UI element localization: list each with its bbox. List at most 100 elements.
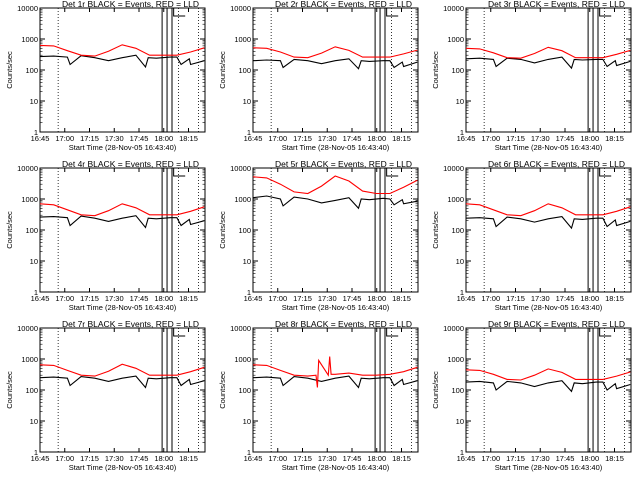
chart-svg: Det 5r BLACK = Events, RED = LLD 16:45 17:… <box>218 160 419 312</box>
detector-panel-9: Det 9r BLACK = Events, RED = LLD 16:45 17:… <box>426 320 639 480</box>
lld-line <box>252 175 418 195</box>
y-axis-label: Counts/sec <box>218 211 227 249</box>
x-tick-label: 16:45 <box>31 294 50 303</box>
x-tick-label: 18:15 <box>605 134 624 143</box>
y-tick-label: 10 <box>243 257 251 266</box>
x-tick-label: 18:15 <box>392 454 411 463</box>
y-axis-label: Counts/sec <box>431 211 440 249</box>
events-line <box>39 215 205 229</box>
y-tick-label: 10 <box>243 97 251 106</box>
y-tick-label: 100 <box>238 226 251 235</box>
lld-line <box>252 46 418 59</box>
y-tick-label: 1 <box>34 128 38 137</box>
x-tick-label: 17:30 <box>531 454 550 463</box>
x-tick-label: 17:30 <box>531 134 550 143</box>
y-tick-label: 1000 <box>21 35 38 44</box>
x-tick-label: 18:00 <box>580 294 599 303</box>
x-tick-label: 17:45 <box>556 294 575 303</box>
y-tick-label: 1 <box>460 128 464 137</box>
y-tick-label: 10000 <box>230 324 251 333</box>
events-line <box>465 380 631 393</box>
y-tick-label: 1 <box>34 288 38 297</box>
y-tick-label: 10000 <box>17 4 38 13</box>
y-tick-label: 100 <box>238 386 251 395</box>
x-tick-label: 17:45 <box>130 454 149 463</box>
corner-marker <box>173 8 186 17</box>
y-tick-label: 10 <box>456 257 464 266</box>
x-tick-label: 17:00 <box>481 134 500 143</box>
x-tick-label: 17:30 <box>105 454 124 463</box>
chart-title: Det 6r BLACK = Events, RED = LLD <box>488 160 625 169</box>
x-tick-label: 17:30 <box>105 134 124 143</box>
y-tick-label: 1 <box>247 288 251 297</box>
chart-svg: Det 8r BLACK = Events, RED = LLD 16:45 17:… <box>218 320 419 472</box>
x-tick-label: 17:00 <box>268 294 287 303</box>
y-tick-label: 100 <box>238 66 251 75</box>
x-tick-label: 16:45 <box>244 294 263 303</box>
x-tick-label: 17:00 <box>481 454 500 463</box>
x-tick-label: 18:15 <box>179 294 198 303</box>
lld-line <box>39 203 205 217</box>
x-tick-label: 17:00 <box>268 454 287 463</box>
x-tick-label: 17:45 <box>130 134 149 143</box>
x-tick-label: 16:45 <box>457 134 476 143</box>
y-tick-label: 100 <box>451 66 464 75</box>
x-tick-label: 18:15 <box>605 294 624 303</box>
x-tick-label: 16:45 <box>31 454 50 463</box>
x-axis-label: Start Time (28-Nov-05 16:43:40) <box>495 463 603 472</box>
x-tick-label: 17:30 <box>318 134 337 143</box>
lld-line <box>465 368 631 381</box>
y-axis-label: Counts/sec <box>5 51 14 89</box>
x-tick-label: 18:15 <box>605 454 624 463</box>
chart-title: Det 2r BLACK = Events, RED = LLD <box>275 0 412 9</box>
y-tick-label: 1000 <box>447 195 464 204</box>
x-tick-label: 17:00 <box>55 134 74 143</box>
plot-frame <box>465 167 632 293</box>
corner-marker <box>173 328 186 337</box>
events-line <box>465 56 631 70</box>
x-tick-label: 16:45 <box>457 454 476 463</box>
x-tick-label: 18:00 <box>154 134 173 143</box>
y-tick-label: 1000 <box>21 195 38 204</box>
chart-title: Det 3r BLACK = Events, RED = LLD <box>488 0 625 9</box>
x-tick-label: 18:00 <box>580 454 599 463</box>
x-tick-label: 17:45 <box>130 294 149 303</box>
y-tick-label: 1000 <box>447 35 464 44</box>
y-tick-label: 10000 <box>443 4 464 13</box>
plot-frame <box>252 167 419 293</box>
chart-title: Det 4r BLACK = Events, RED = LLD <box>62 160 199 169</box>
events-line <box>465 216 631 230</box>
x-tick-label: 17:15 <box>506 454 525 463</box>
x-tick-label: 17:30 <box>105 294 124 303</box>
plot-frame <box>252 327 419 453</box>
corner-marker <box>386 328 399 337</box>
plot-frame <box>39 167 206 293</box>
x-axis-label: Start Time (28-Nov-05 16:43:40) <box>495 303 603 312</box>
y-tick-label: 10 <box>30 417 38 426</box>
x-tick-label: 16:45 <box>31 134 50 143</box>
chart-title: Det 8r BLACK = Events, RED = LLD <box>275 320 412 329</box>
x-tick-label: 17:00 <box>55 294 74 303</box>
corner-marker <box>599 8 612 17</box>
events-line <box>252 195 418 210</box>
chart-svg: Det 1r BLACK = Events, RED = LLD 16:45 17:… <box>5 0 206 152</box>
y-tick-label: 100 <box>25 226 38 235</box>
x-tick-label: 17:45 <box>343 134 362 143</box>
x-tick-label: 17:00 <box>268 134 287 143</box>
y-tick-label: 1000 <box>447 355 464 364</box>
lld-line <box>252 356 418 388</box>
x-tick-label: 18:00 <box>367 134 386 143</box>
y-tick-label: 10 <box>456 417 464 426</box>
x-tick-label: 18:00 <box>154 294 173 303</box>
x-axis-label: Start Time (28-Nov-05 16:43:40) <box>69 143 177 152</box>
x-tick-label: 17:45 <box>556 134 575 143</box>
x-tick-label: 17:30 <box>531 294 550 303</box>
chart-title: Det 7r BLACK = Events, RED = LLD <box>62 320 199 329</box>
plot-frame <box>39 7 206 133</box>
chart-svg: Det 7r BLACK = Events, RED = LLD 16:45 17:… <box>5 320 206 472</box>
detector-panel-1: Det 1r BLACK = Events, RED = LLD 16:45 17:… <box>0 0 213 160</box>
corner-marker <box>599 168 612 177</box>
x-axis-label: Start Time (28-Nov-05 16:43:40) <box>282 303 390 312</box>
y-tick-label: 1 <box>247 128 251 137</box>
